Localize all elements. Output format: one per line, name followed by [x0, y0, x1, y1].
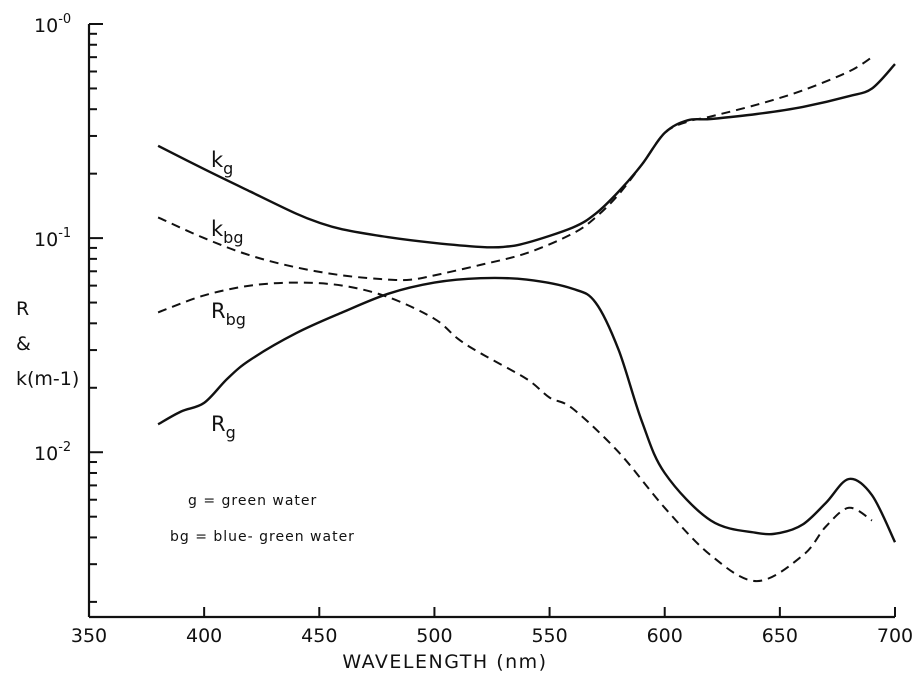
y-tick-label-0: 10-0 [34, 12, 71, 37]
ylabel-line-2: & [16, 333, 31, 355]
x-tick-label-550: 550 [531, 625, 567, 647]
y-tick-label-2: 10-2 [34, 440, 71, 465]
x-tick-label-650: 650 [762, 625, 798, 647]
curves [157, 56, 897, 583]
label-kbg: kbg [211, 217, 243, 247]
legend-blue-green-water: bg = blue- green water [170, 529, 355, 545]
x-tick-label-600: 600 [647, 625, 683, 647]
ylabel-line-1: R [16, 298, 29, 320]
x-tick-label-350: 350 [71, 625, 107, 647]
xlabel: WAVELENGTH (nm) [342, 651, 547, 673]
label-rg: Rg [211, 412, 236, 442]
x-tick-label-450: 450 [301, 625, 337, 647]
label-kg: kg [211, 148, 233, 178]
curve-kg [157, 63, 896, 249]
axes: 350 400 450 500 550 600 650 700 10-0 10-1 10-2 [34, 12, 913, 647]
curve-Rg [157, 276, 897, 543]
ylabel-line-3: k(m-1) [16, 368, 79, 390]
label-rbg: Rbg [211, 299, 246, 329]
curve-Rbg [157, 281, 873, 583]
y-tick-label-1: 10-1 [34, 226, 71, 251]
legend-green-water: g = green water [188, 493, 317, 509]
x-tick-label-700: 700 [877, 625, 913, 647]
curve-kbg [157, 56, 873, 282]
x-tick-label-400: 400 [186, 625, 222, 647]
x-tick-label-500: 500 [416, 625, 452, 647]
